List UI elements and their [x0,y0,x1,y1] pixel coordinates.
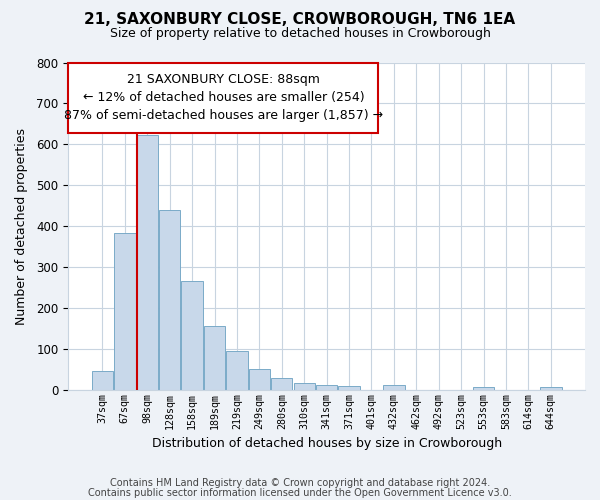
X-axis label: Distribution of detached houses by size in Crowborough: Distribution of detached houses by size … [152,437,502,450]
Bar [181,282,203,390]
Bar [92,370,113,390]
Bar [338,386,360,390]
Bar [114,233,136,390]
Y-axis label: Number of detached properties: Number of detached properties [15,128,28,324]
FancyBboxPatch shape [68,62,379,133]
Bar [271,378,292,390]
Text: 21, SAXONBURY CLOSE, CROWBOROUGH, TN6 1EA: 21, SAXONBURY CLOSE, CROWBOROUGH, TN6 1E… [85,12,515,28]
Bar [316,385,337,390]
Bar [293,383,315,390]
Text: Contains public sector information licensed under the Open Government Licence v3: Contains public sector information licen… [88,488,512,498]
Bar [383,385,404,390]
Text: 21 SAXONBURY CLOSE: 88sqm
← 12% of detached houses are smaller (254)
87% of semi: 21 SAXONBURY CLOSE: 88sqm ← 12% of detac… [64,73,383,122]
Bar [137,136,158,390]
Bar [540,388,562,390]
Bar [204,326,225,390]
Bar [249,370,270,390]
Bar [226,351,248,390]
Text: Contains HM Land Registry data © Crown copyright and database right 2024.: Contains HM Land Registry data © Crown c… [110,478,490,488]
Text: Size of property relative to detached houses in Crowborough: Size of property relative to detached ho… [110,28,490,40]
Bar [473,386,494,390]
Bar [159,210,181,390]
